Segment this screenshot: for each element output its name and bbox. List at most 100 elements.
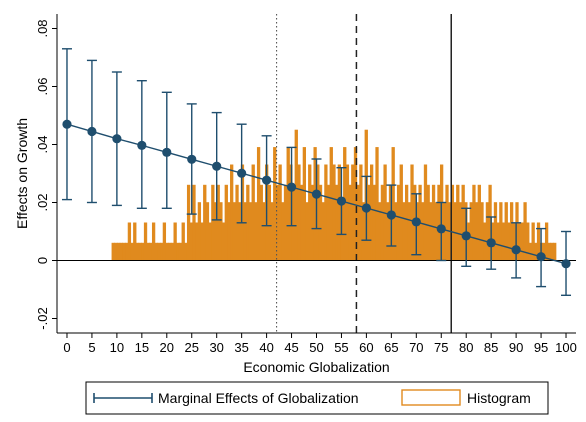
marginal-effect-point <box>261 175 272 185</box>
histogram-bar <box>431 184 436 261</box>
histogram-bar <box>372 184 376 261</box>
histogram-bar <box>168 242 172 261</box>
histogram-bar <box>396 184 401 261</box>
histogram-bar <box>219 202 223 261</box>
legend: Marginal Effects of Globalization Histog… <box>85 381 549 415</box>
histogram-bar <box>472 184 476 261</box>
histogram-bar <box>477 184 481 261</box>
histogram-bar <box>135 242 140 261</box>
histogram-bar <box>151 222 156 261</box>
marginal-effect-point <box>386 210 396 220</box>
histogram-bar <box>184 242 188 261</box>
histogram-bar <box>232 202 237 261</box>
x-axis-title: Economic Globalization <box>243 359 389 375</box>
histogram-bar <box>227 202 231 261</box>
x-tick-label: 85 <box>484 340 498 355</box>
histogram-bar <box>286 147 290 261</box>
histogram-bar <box>302 147 307 261</box>
histogram-bar <box>321 202 325 261</box>
y-tick-label: .02 <box>35 193 50 211</box>
x-tick-label: 25 <box>185 340 199 355</box>
histogram-bar <box>426 184 430 261</box>
y-tick-label: 0 <box>35 257 50 264</box>
histogram-bar <box>149 242 153 261</box>
histogram-bar <box>127 222 132 261</box>
marginal-effect-point <box>87 126 97 137</box>
histogram-bar <box>138 242 142 261</box>
histogram-bar <box>176 242 180 261</box>
histogram-bar <box>125 242 129 261</box>
marginal-effect-point <box>361 203 372 213</box>
histogram-bar <box>238 202 242 261</box>
reference-lines <box>276 14 452 333</box>
histogram-bar <box>230 164 234 261</box>
histogram-bar <box>294 129 298 261</box>
histogram-bar <box>197 202 202 261</box>
histogram-bar <box>501 222 506 261</box>
histogram-bar <box>507 222 511 261</box>
histogram-bar <box>248 202 253 261</box>
x-tick-label: 50 <box>309 340 323 355</box>
legend-histogram-swatch <box>401 389 461 406</box>
histogram-bar <box>157 242 161 261</box>
histogram-bar <box>367 184 371 261</box>
histogram-bar <box>356 184 360 261</box>
histogram-bar <box>437 184 441 261</box>
y-axis-title: Effects on Growth <box>14 118 30 229</box>
histogram-bar <box>329 147 333 261</box>
histogram-bar <box>205 202 210 261</box>
histogram-bar <box>423 164 428 261</box>
histogram-bar <box>496 222 500 261</box>
x-tick-label: 40 <box>259 340 273 355</box>
histogram-bar <box>394 202 398 261</box>
histogram-bar <box>114 242 118 261</box>
marginal-effect-point <box>436 224 446 234</box>
histogram-bar <box>399 164 403 261</box>
histogram-bar <box>335 184 339 261</box>
histogram-bar <box>518 222 522 261</box>
histogram-bar <box>456 184 460 261</box>
histogram-bar <box>221 222 226 261</box>
marginal-effect-point <box>486 238 496 248</box>
histogram-bar <box>243 202 247 261</box>
histogram-bar <box>251 164 255 261</box>
marginal-effect-point <box>511 245 521 255</box>
x-tick-label: 70 <box>409 340 423 355</box>
histogram-bar <box>485 202 490 261</box>
x-tick-label: 80 <box>459 340 473 355</box>
histogram-bar <box>461 184 465 261</box>
histogram-bar <box>160 242 164 261</box>
histogram-bar <box>170 242 175 261</box>
histogram-bar <box>141 242 145 261</box>
histogram-bar <box>421 202 425 261</box>
marginal-effect-point <box>212 161 222 171</box>
marginal-effect-point <box>336 196 347 206</box>
histogram-bar <box>281 202 285 261</box>
marginal-effect-point <box>187 154 197 164</box>
marginal-effect-point <box>137 140 147 150</box>
histogram-bar <box>512 222 516 261</box>
histogram-bar <box>474 202 479 261</box>
histogram-bar <box>434 202 438 261</box>
x-tick-label: 55 <box>334 340 348 355</box>
histogram-bar <box>267 184 272 261</box>
marginal-effect-point <box>286 182 297 192</box>
x-tick-label: 75 <box>434 340 448 355</box>
histogram-bar <box>203 184 207 261</box>
histogram-bar <box>143 222 148 261</box>
histogram-bar <box>297 164 301 261</box>
histogram-bar <box>359 164 363 261</box>
histogram-bar <box>192 184 196 261</box>
histogram-bar <box>528 242 533 261</box>
histogram-bar <box>181 222 185 261</box>
histogram-bar <box>111 242 115 261</box>
histogram-bar <box>270 202 274 261</box>
histogram-bar <box>291 184 296 261</box>
marginal-effect-point <box>461 231 471 241</box>
histogram-bar <box>200 222 204 261</box>
marginal-effect-point <box>112 134 122 144</box>
histogram-bar <box>116 242 121 261</box>
histogram-bar <box>224 184 228 261</box>
x-tick-label: 15 <box>135 340 149 355</box>
